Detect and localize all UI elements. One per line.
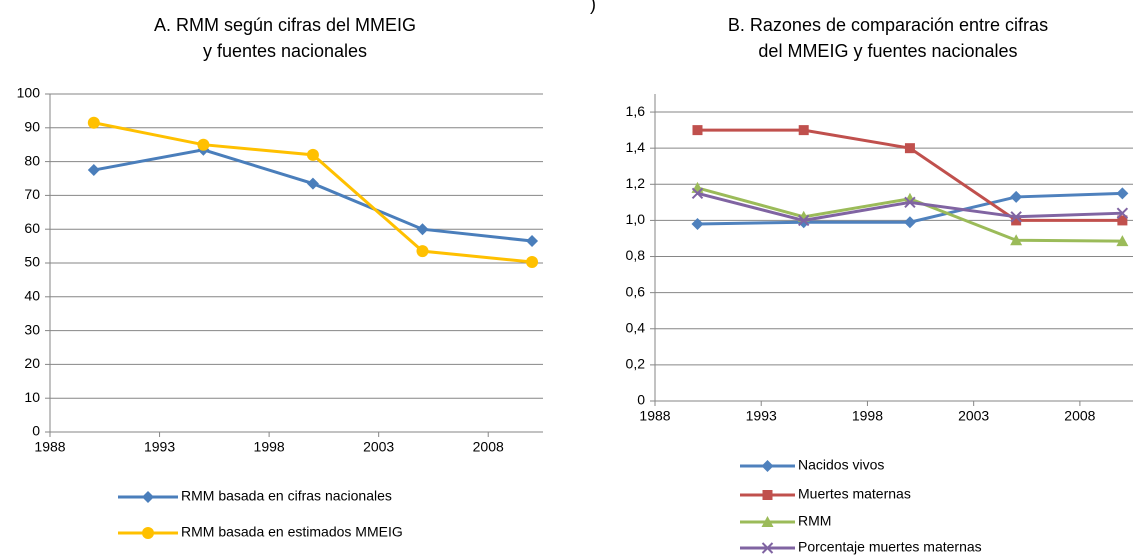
marker [903,216,916,229]
x-tick-label: 1993 [144,439,175,455]
marker [903,192,916,204]
x-tick-label: 1993 [746,408,777,424]
y-tick-label: 0,8 [626,247,646,263]
marker [87,164,100,177]
legend-label: Porcentaje muertes maternas [798,539,982,555]
legend-label: RMM basada en estimados MMEIG [181,524,403,540]
legend-label: Nacidos vivos [798,457,884,473]
legend-label: RMM [798,513,831,529]
y-tick-label: 0,2 [626,356,646,372]
x-tick-label: 1988 [34,439,65,455]
marker [1116,187,1129,200]
chart-title: del MMEIG y fuentes nacionales [758,41,1017,61]
y-tick-label: 70 [24,186,40,202]
marker [691,187,704,200]
marker [1116,207,1129,219]
y-tick-label: 20 [24,355,40,371]
x-tick-label: 2008 [473,439,504,455]
y-tick-label: 1,0 [626,211,646,227]
marker [798,125,809,136]
y-tick-label: 40 [24,288,40,304]
marker [526,255,539,268]
marker [416,223,429,236]
chart-title: B. Razones de comparación entre cifras [728,15,1048,35]
marker [761,516,774,527]
series-line [93,121,533,264]
marker [306,148,319,161]
x-tick-label: 2003 [363,439,394,455]
x-tick-label: 2008 [1064,408,1095,424]
marker [526,235,539,248]
y-tick-label: 0 [637,392,645,408]
marker [1117,215,1128,226]
marker [904,143,915,154]
y-tick-label: 80 [24,152,40,168]
chart-title: A. RMM según cifras del MMEIG [154,15,416,35]
marker [142,527,154,539]
y-tick-label: 0,4 [626,319,646,335]
marker [762,490,773,500]
y-tick-label: 10 [24,389,40,405]
marker [691,181,704,193]
marker [798,214,810,227]
y-tick-label: 90 [24,119,40,135]
marker [87,116,100,129]
marker [1116,235,1129,247]
marker [1011,215,1022,226]
chart-title: y fuentes nacionales [203,41,367,61]
marker [1010,234,1023,246]
y-tick-label: 1,2 [626,175,646,191]
y-tick-label: 1,4 [626,139,646,155]
legend-label: RMM basada en cifras nacionales [181,488,392,504]
y-tick-label: 50 [24,254,40,270]
x-tick-label: 1988 [639,408,670,424]
marker [761,460,774,472]
x-tick-label: 2003 [958,408,989,424]
y-tick-label: 30 [24,321,40,337]
y-tick-label: 1,6 [626,103,646,119]
y-tick-label: 60 [24,220,40,236]
marker [416,245,429,258]
marker [904,196,916,209]
marker [142,491,154,503]
y-tick-label: 100 [17,85,41,101]
x-tick-label: 1998 [254,439,285,455]
marker [1010,211,1022,223]
legend-label: Muertes maternas [798,486,911,502]
marker [692,125,703,136]
marker [691,218,704,231]
y-tick-label: 0,6 [626,283,646,299]
annotation: ) [590,0,596,14]
y-tick-label: 0 [32,423,40,439]
marker [197,138,210,151]
x-tick-label: 1998 [852,408,883,424]
marker [761,542,774,554]
marker [1010,190,1023,203]
marker [306,177,319,190]
